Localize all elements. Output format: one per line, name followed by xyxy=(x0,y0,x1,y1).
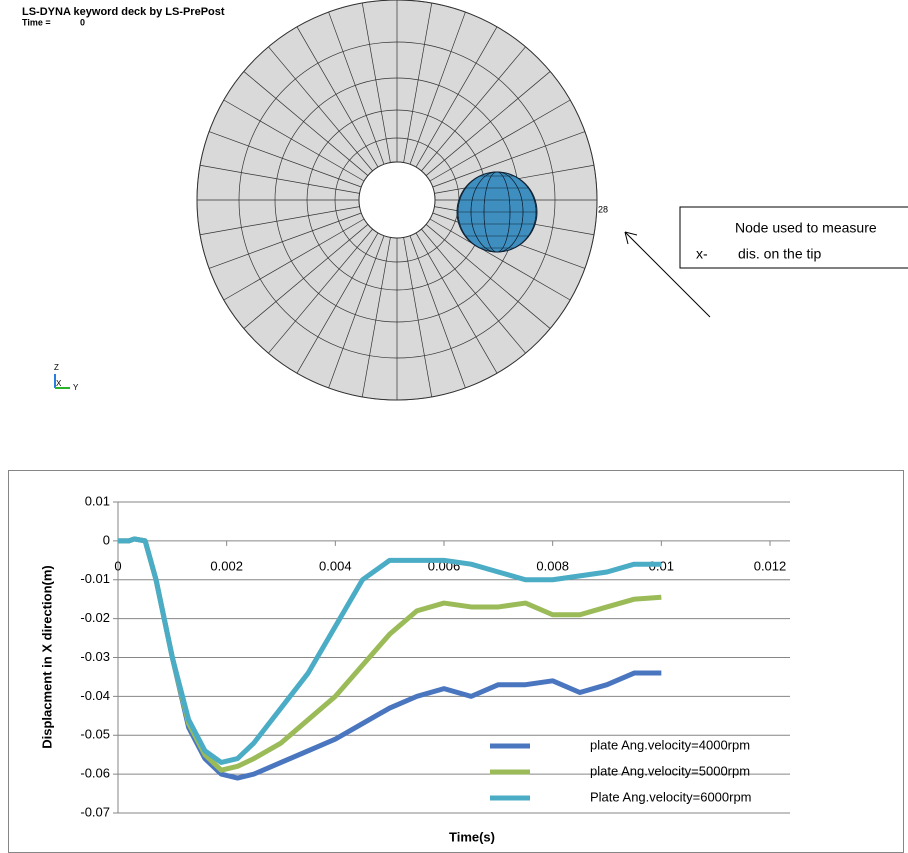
axis-label: X xyxy=(56,379,62,388)
x-axis-title: Time(s) xyxy=(449,829,495,844)
y-tick-label: 0 xyxy=(103,532,110,547)
legend-label: plate Ang.velocity=5000rpm xyxy=(590,763,750,778)
page: LS-DYNA keyword deck by LS-PrePost Time … xyxy=(0,0,908,853)
x-tick-label: 0.012 xyxy=(754,558,787,573)
hole xyxy=(359,162,435,238)
disc-mesh xyxy=(197,0,597,400)
time-label: Time = xyxy=(22,17,51,27)
time-value: 0 xyxy=(80,17,85,27)
annotation-text: dis. on the tip xyxy=(738,246,821,262)
x-tick-label: 0 xyxy=(114,558,121,573)
y-tick-label: 0.01 xyxy=(85,493,110,508)
y-tick-label: -0.01 xyxy=(80,571,110,586)
y-axis-title: Displacment in X direction(m) xyxy=(39,565,54,748)
x-tick-label: 0.004 xyxy=(319,558,352,573)
node-label: 28 xyxy=(598,204,608,214)
legend-label: plate Ang.velocity=4000rpm xyxy=(590,737,750,752)
y-tick-label: -0.06 xyxy=(80,766,110,781)
y-tick-label: -0.02 xyxy=(80,610,110,625)
figure: LS-DYNA keyword deck by LS-PrePost Time … xyxy=(0,0,908,853)
y-tick-label: -0.03 xyxy=(80,649,110,664)
annotation-text: x- xyxy=(696,246,708,262)
x-tick-label: 0.008 xyxy=(536,558,569,573)
chart-frame xyxy=(9,471,904,853)
y-tick-label: -0.05 xyxy=(80,727,110,742)
axis-label: Y xyxy=(73,383,79,392)
y-tick-label: -0.04 xyxy=(80,688,110,703)
annotation-text: Node used to measure xyxy=(735,220,877,236)
y-tick-label: -0.07 xyxy=(80,804,110,819)
model-title: LS-DYNA keyword deck by LS-PrePost xyxy=(22,6,225,18)
x-tick-label: 0.002 xyxy=(210,558,243,573)
legend-label: Plate Ang.velocity=6000rpm xyxy=(590,789,752,804)
series-line xyxy=(118,539,661,763)
axis-label: Z xyxy=(54,363,59,372)
